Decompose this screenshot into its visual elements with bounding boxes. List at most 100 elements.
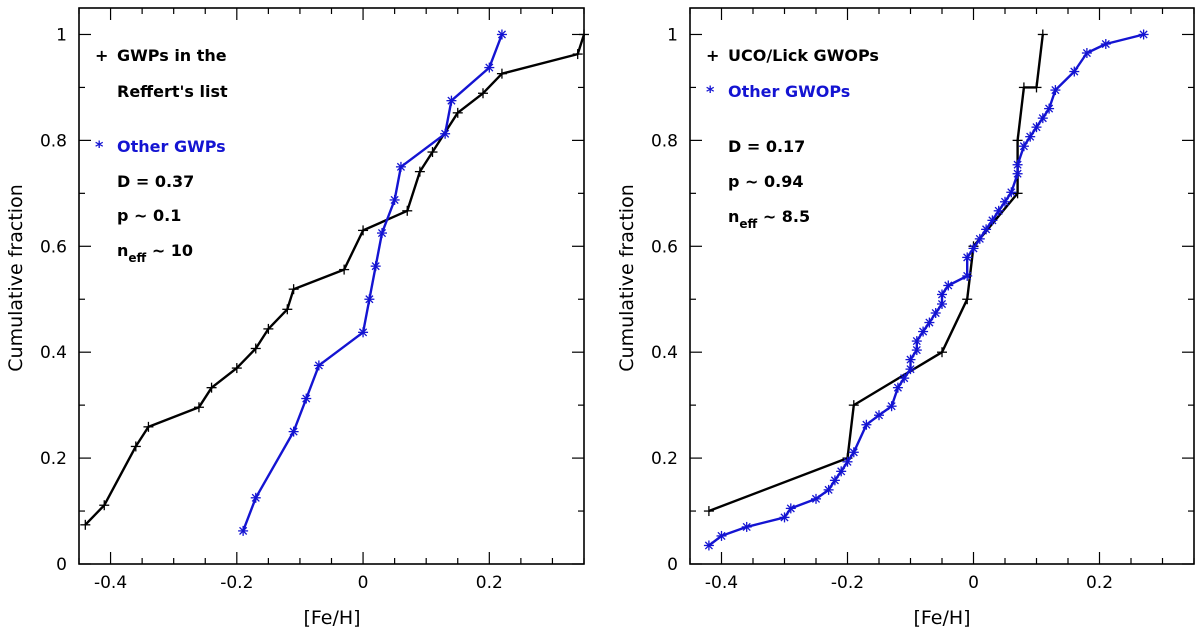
left-stat-neff: neff ~ 10 <box>117 241 193 265</box>
left-series-1-point <box>377 228 387 239</box>
right-series-1-point <box>1069 66 1080 77</box>
right-series-1-point <box>829 475 840 486</box>
right-series-1-line <box>708 33 1144 547</box>
left-y-tick-label: 0 <box>56 555 67 575</box>
right-series-1-point <box>811 493 821 504</box>
left-x-tick-label: -0.2 <box>220 573 253 593</box>
right-series-1-point <box>1100 39 1111 50</box>
left-y-tick-label: 0.6 <box>40 237 67 257</box>
right-x-tick-label: -0.4 <box>705 573 738 593</box>
right-series-1-point <box>962 252 973 263</box>
left-legend-blue-marker: * <box>95 137 104 156</box>
left-series-0-point <box>402 205 413 216</box>
right-series-1-point <box>861 419 872 430</box>
left-series-0-point <box>80 519 91 530</box>
left-legend-black-label-line1: GWPs in the <box>117 46 227 65</box>
left-series-0-point <box>250 343 261 354</box>
right-series-1-point <box>1081 48 1092 59</box>
left-chart-panel: -0.4 -0.2 0 0.2 0 0.2 0.4 0.6 0.8 1 [Fe/H] Cumula… <box>5 7 589 629</box>
left-series-0-point <box>263 323 274 334</box>
left-y-tick-label: 0.8 <box>40 131 67 151</box>
right-stat-p: p ~ 0.94 <box>728 172 803 191</box>
right-series-0-point <box>962 294 973 305</box>
right-stat-neff: neff ~ 8.5 <box>728 207 810 231</box>
right-series-0-point <box>848 400 859 411</box>
right-series-1-point <box>899 373 910 384</box>
left-series-1-point <box>288 426 299 437</box>
left-legend-black-label-line2: Reffert's list <box>117 82 228 101</box>
left-series-0-point <box>130 441 141 452</box>
right-series-0-point <box>1012 135 1023 146</box>
right-series-1-point <box>974 233 985 244</box>
left-y-axis-label: Cumulative fraction <box>5 184 27 371</box>
right-series-1-point <box>937 299 947 310</box>
left-series-1-point <box>301 393 312 404</box>
right-y-tick-label: 1 <box>667 25 678 45</box>
left-legend-blue-label: Other GWPs <box>117 137 226 156</box>
left-series-0-point <box>572 49 583 60</box>
left-y-tick-label: 1 <box>56 25 67 45</box>
left-series-0-point <box>282 304 293 315</box>
left-legend: + GWPs in the Reffert's list * Other GWP… <box>95 46 228 265</box>
right-series-1-point <box>1044 103 1055 114</box>
right-y-tick-label: 0.2 <box>651 449 678 469</box>
right-series-1-point <box>993 205 1004 216</box>
left-ticks: -0.4 -0.2 0 0.2 0 0.2 0.4 0.6 0.8 1 <box>40 8 585 593</box>
right-series-1-point <box>836 466 847 477</box>
left-x-tick-label: 0 <box>358 573 369 593</box>
left-legend-black-marker: + <box>95 46 108 65</box>
right-x-tick-label: 0.2 <box>1086 573 1113 593</box>
right-series-1-point <box>924 317 935 328</box>
right-y-tick-label: 0.4 <box>651 343 678 363</box>
right-series-1-point <box>842 456 853 467</box>
right-series-0-point <box>1037 29 1048 40</box>
right-series-1-point <box>937 289 947 300</box>
left-x-tick-label: -0.4 <box>94 573 127 593</box>
right-legend-blue-marker: * <box>706 82 715 101</box>
right-series-1-point <box>962 270 973 281</box>
left-stat-p: p ~ 0.1 <box>117 206 181 225</box>
right-series-1-point <box>930 308 941 319</box>
right-chart-panel: -0.4 -0.2 0 0.2 0 0.2 0.4 0.6 0.8 1 [Fe/H] Cumula… <box>616 7 1195 629</box>
left-series-0-point <box>452 107 463 118</box>
left-series-1-point <box>496 29 507 40</box>
right-series-0-point <box>1012 188 1023 199</box>
right-series-1-point <box>1031 122 1042 133</box>
left-series-0-point <box>478 88 488 99</box>
right-series-layer <box>703 29 1149 551</box>
left-series-1-point <box>484 62 495 73</box>
right-series-1-point <box>911 345 922 356</box>
left-series-0-point <box>99 500 110 511</box>
right-series-1-point <box>968 243 979 254</box>
left-y-tick-label: 0.4 <box>40 343 67 363</box>
right-series-0-point <box>1031 82 1042 93</box>
right-x-tick-label: 0 <box>968 573 979 593</box>
right-series-1-point <box>892 382 903 393</box>
left-stat-d: D = 0.37 <box>117 172 194 191</box>
left-series-0-point <box>414 166 425 177</box>
right-y-tick-label: 0 <box>667 555 678 575</box>
right-series-0-point <box>1018 82 1029 93</box>
right-series-1-point <box>1138 29 1149 40</box>
left-series-1-point <box>250 492 261 503</box>
right-series-1-point <box>943 280 954 291</box>
right-y-axis-label: Cumulative fraction <box>616 184 638 371</box>
left-series-0-point <box>231 363 242 374</box>
right-x-tick-label: -0.2 <box>831 573 864 593</box>
right-series-1-point <box>1000 196 1010 207</box>
right-series-1-point <box>911 336 922 347</box>
left-series-0-point <box>288 284 299 295</box>
left-series-0-point <box>193 402 204 413</box>
right-x-axis-label: [Fe/H] <box>913 607 970 629</box>
right-series-1-point <box>918 326 929 337</box>
right-y-tick-label: 0.8 <box>651 131 678 151</box>
left-series-0-point <box>358 225 369 236</box>
left-x-tick-label: 0.2 <box>476 573 503 593</box>
left-series-1-point <box>440 128 451 139</box>
right-legend-blue-label: Other GWOPs <box>728 82 850 101</box>
right-series-1-point <box>905 364 916 375</box>
right-series-1-point <box>886 401 897 412</box>
right-series-1-point <box>785 503 796 514</box>
right-series-1-point <box>874 410 884 421</box>
